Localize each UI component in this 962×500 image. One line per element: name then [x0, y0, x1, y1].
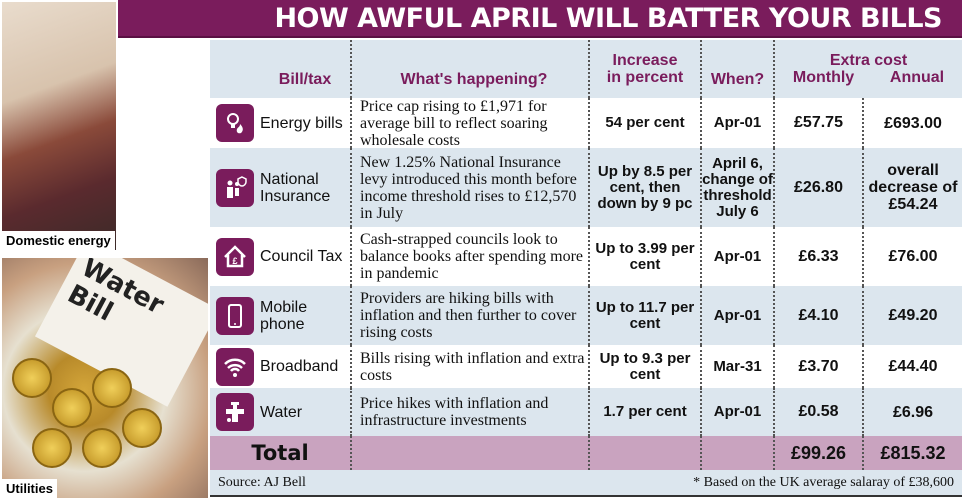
- photo-caption: Utilities: [2, 479, 57, 498]
- monthly-cost: £6.33: [773, 227, 862, 286]
- bill-name: Broadband: [260, 358, 339, 375]
- annual-cost: £49.20: [862, 286, 962, 345]
- when: Apr-01: [700, 227, 773, 286]
- bill-name: Council Tax: [260, 248, 343, 265]
- header-bill: Bill/tax: [278, 70, 332, 88]
- increase: Up to 3.99 per cent: [588, 227, 700, 286]
- increase: 54 per cent: [588, 98, 700, 148]
- coin: [52, 388, 92, 428]
- header-annual: Annual: [889, 69, 945, 86]
- increase: Up to 9.3 per cent: [588, 345, 700, 388]
- utilities-photo: Water Bill Utilities: [0, 256, 210, 500]
- annual-cost: £44.40: [862, 345, 962, 388]
- total-row: Total £99.26 £815.32: [210, 436, 962, 470]
- footnote: * Based on the UK average salaray of £38…: [693, 474, 954, 490]
- table-row: Water Price hikes with inflation and inf…: [210, 388, 962, 436]
- footer: Source: AJ Bell * Based on the UK averag…: [210, 470, 962, 497]
- when: Apr-01: [700, 286, 773, 345]
- family-icon: [216, 168, 254, 207]
- title-banner: HOW AWFUL APRIL WILL BATTER YOUR BILLS: [0, 0, 962, 38]
- table-header: Bill/tax What's happening? Increase in p…: [210, 40, 962, 98]
- header-extra: Extra cost: [829, 52, 908, 69]
- coin: [82, 428, 122, 468]
- title: HOW AWFUL APRIL WILL BATTER YOUR BILLS: [274, 2, 942, 34]
- when: Apr-01: [700, 98, 773, 148]
- annual-cost: £76.00: [862, 227, 962, 286]
- header-when: When?: [700, 40, 773, 98]
- description: Price hikes with inflation and infrastru…: [350, 388, 588, 436]
- monthly-cost: £3.70: [773, 345, 862, 388]
- description: Bills rising with inflation and extra co…: [350, 345, 588, 388]
- tap-icon: [216, 393, 254, 431]
- bills-table: Bill/tax What's happening? Increase in p…: [210, 40, 962, 500]
- when: Mar-31: [700, 345, 773, 388]
- header-monthly: Monthly: [792, 69, 855, 86]
- annual-cost: £6.96: [862, 388, 962, 436]
- table-row: Broadband Bills rising with inflation an…: [210, 345, 962, 388]
- annual-cost: overall decrease of £54.24: [862, 148, 962, 227]
- description: New 1.25% National Insurance levy introd…: [350, 148, 588, 227]
- description: Price cap rising to £1,971 for average b…: [350, 98, 588, 149]
- bill-name: Mobile phone: [260, 298, 308, 333]
- energy-icon: [216, 104, 254, 142]
- annual-cost: £693.00: [862, 98, 962, 148]
- coin: [122, 408, 162, 448]
- domestic-energy-photo: Domestic energy: [0, 0, 118, 252]
- when: Apr-01: [700, 388, 773, 436]
- table-row: Energy bills Price cap rising to £1,971 …: [210, 98, 962, 149]
- mobile-phone-icon: [216, 296, 254, 335]
- svg-text:£: £: [232, 256, 237, 266]
- description: Cash-strapped councils look to balance b…: [350, 227, 588, 286]
- table-row: National Insurance New 1.25% National In…: [210, 148, 962, 227]
- header-what: What's happening?: [350, 40, 588, 98]
- increase: 1.7 per cent: [588, 388, 700, 436]
- house-pound-icon: £: [216, 237, 254, 276]
- monthly-cost: £4.10: [773, 286, 862, 345]
- coin: [12, 358, 52, 398]
- total-label: Total: [251, 441, 309, 465]
- coin: [92, 368, 132, 408]
- increase: Up to 11.7 per cent: [588, 286, 700, 345]
- monthly-cost: £26.80: [773, 148, 862, 227]
- when: April 6, change of threshold July 6: [700, 148, 773, 227]
- table-row: Mobile phone Providers are hiking bills …: [210, 286, 962, 345]
- increase: Up by 8.5 per cent, then down by 9 pc: [588, 148, 700, 227]
- bill-name: Energy bills: [260, 114, 343, 132]
- table-row: £ Council Tax Cash-strapped councils loo…: [210, 227, 962, 286]
- coin: [32, 428, 72, 468]
- wifi-icon: [216, 347, 254, 386]
- total-monthly: £99.26: [773, 436, 862, 470]
- monthly-cost: £0.58: [773, 388, 862, 436]
- header-increase: Increase in percent: [588, 40, 700, 98]
- description: Providers are hiking bills with inflatio…: [350, 286, 588, 345]
- bill-name: National Insurance: [260, 170, 331, 205]
- photo-caption: Domestic energy: [2, 231, 115, 250]
- header-extra-cost: Extra cost Monthly Annual: [773, 40, 962, 98]
- monthly-cost: £57.75: [773, 98, 862, 148]
- source: Source: AJ Bell: [218, 474, 306, 490]
- total-annual: £815.32: [862, 436, 962, 470]
- bill-name: Water: [260, 403, 303, 421]
